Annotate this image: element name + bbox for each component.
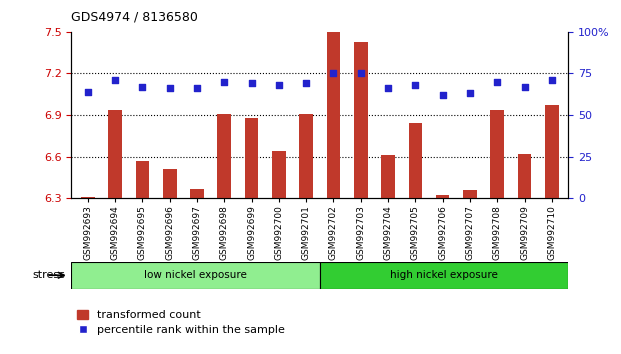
Bar <box>354 41 368 198</box>
Bar <box>409 124 422 198</box>
Point <box>383 86 393 91</box>
Bar <box>436 195 450 198</box>
Bar <box>518 154 532 198</box>
Point <box>410 82 420 88</box>
Bar <box>245 118 258 198</box>
Point <box>110 77 120 83</box>
Legend: transformed count, percentile rank within the sample: transformed count, percentile rank withi… <box>77 310 285 335</box>
Point <box>301 81 311 86</box>
Bar <box>545 105 559 198</box>
Point <box>547 77 557 83</box>
Bar <box>327 32 340 198</box>
Bar <box>108 109 122 198</box>
Bar <box>381 155 395 198</box>
Point <box>329 70 338 76</box>
Point <box>356 70 366 76</box>
Point <box>83 89 93 95</box>
Bar <box>463 190 477 198</box>
Point <box>192 86 202 91</box>
Text: stress: stress <box>32 270 65 280</box>
Text: low nickel exposure: low nickel exposure <box>144 270 247 280</box>
Point <box>465 91 475 96</box>
Point <box>247 81 256 86</box>
Point <box>438 92 448 98</box>
Bar <box>217 114 231 198</box>
Text: high nickel exposure: high nickel exposure <box>390 270 498 280</box>
Bar <box>491 109 504 198</box>
Bar <box>320 262 568 289</box>
Bar <box>190 189 204 198</box>
Bar <box>81 197 94 198</box>
Bar <box>163 169 176 198</box>
Point <box>274 82 284 88</box>
Point <box>520 84 530 90</box>
Bar <box>272 151 286 198</box>
Text: GDS4974 / 8136580: GDS4974 / 8136580 <box>71 11 198 24</box>
Point <box>492 79 502 85</box>
Point <box>165 86 175 91</box>
Bar <box>135 161 149 198</box>
Bar <box>299 114 313 198</box>
Point <box>137 84 147 90</box>
Point <box>219 79 229 85</box>
Bar <box>71 262 320 289</box>
